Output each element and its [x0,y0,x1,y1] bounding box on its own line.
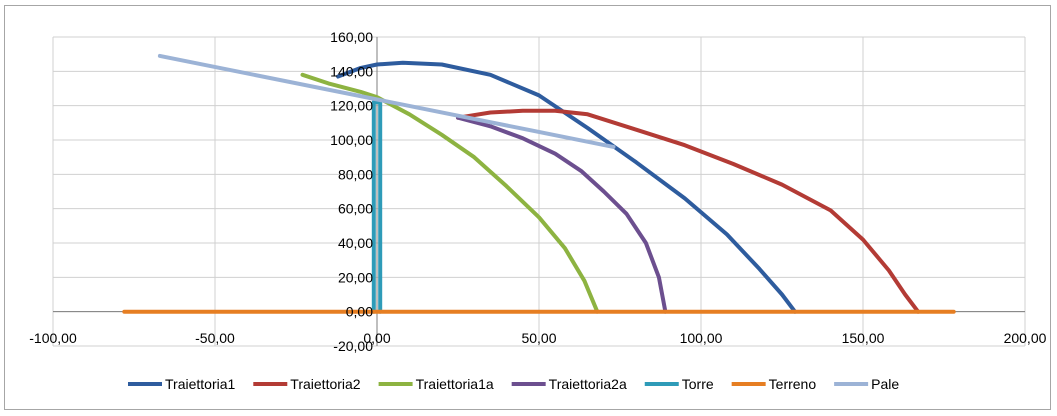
y-tick-label: 80,00 [338,166,373,182]
x-tick-label: 200,00 [1004,330,1047,346]
series-line-torre [371,100,383,314]
y-tick-label: -20,00 [333,338,373,354]
y-tick-label: 100,00 [330,132,373,148]
y-tick-label: 120,00 [330,98,373,114]
legend-label: Traiettoria2a [549,376,627,392]
legend-label: Pale [871,376,899,392]
y-tick-label: 60,00 [338,201,373,217]
legend-label: Torre [682,376,714,392]
series-line-traiettoria1 [336,60,797,314]
y-tick-label: 40,00 [338,235,373,251]
x-tick-label: -100,00 [29,330,77,346]
x-tick-label: 100,00 [680,330,723,346]
x-tick-label: 0,00 [363,330,390,346]
legend-label: Traiettoria1a [416,376,494,392]
x-tick-label: 50,00 [521,330,556,346]
y-tick-label: 0,00 [346,304,373,320]
legend-label: Terreno [769,376,817,392]
x-tick-label: -50,00 [195,330,235,346]
series-line-traiettoria2a [456,115,668,314]
series-line-traiettoria1a [300,72,600,314]
series-line-traiettoria2 [456,108,921,314]
legend-label: Traiettoria1 [165,376,236,392]
y-tick-label: 140,00 [330,63,373,79]
y-tick-label: 160,00 [330,29,373,45]
series-line-pale [157,53,616,149]
legend-label: Traiettoria2 [290,376,361,392]
x-tick-label: 150,00 [842,330,885,346]
y-tick-label: 20,00 [338,269,373,285]
